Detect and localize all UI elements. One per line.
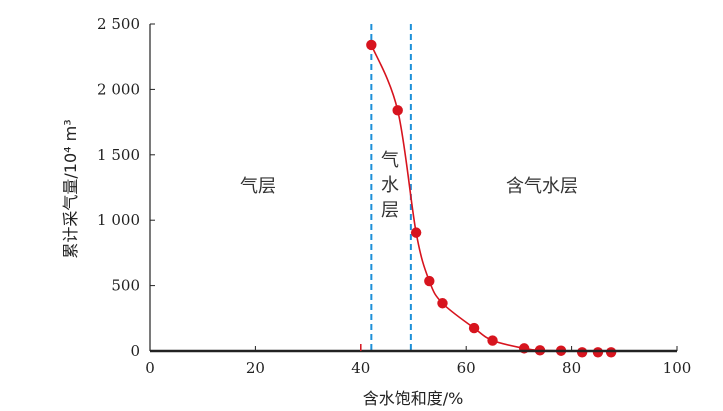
region-label-gas-layer: 气层 xyxy=(240,176,276,197)
x-tick-label: 20 xyxy=(246,359,265,377)
axes xyxy=(149,24,677,353)
y-axis-ticks: 0 500 1 000 1 500 2 000 2 500 xyxy=(97,15,155,360)
fit-curve xyxy=(370,44,612,352)
y-tick-label: 1 500 xyxy=(97,146,140,164)
x-tick-label: 60 xyxy=(457,359,476,377)
data-point xyxy=(576,347,588,358)
data-point xyxy=(392,105,403,116)
x-axis-title: 含水饱和度/% xyxy=(363,389,464,408)
x-tick-label: 100 xyxy=(663,359,692,377)
data-point xyxy=(605,347,617,358)
region-label-gas-water-1: 气 xyxy=(381,150,399,171)
data-point xyxy=(468,322,480,334)
y-tick-label: 500 xyxy=(111,277,140,295)
y-tick-label: 2 000 xyxy=(97,80,140,98)
y-axis-title: 累计采气量/10⁴ m³ xyxy=(61,119,80,258)
x-axis-ticks: 0 20 40 60 80 100 xyxy=(145,344,691,377)
data-point xyxy=(366,39,377,51)
fit-curve-group xyxy=(370,44,612,352)
data-point xyxy=(437,298,448,309)
y-tick-label: 1 000 xyxy=(97,211,140,229)
region-label-gas-water-3: 层 xyxy=(381,200,399,221)
data-point xyxy=(592,347,604,358)
x-tick-label: 40 xyxy=(351,359,370,377)
y-tick-label: 0 xyxy=(130,342,140,360)
x-tick-label: 0 xyxy=(145,359,155,377)
data-points xyxy=(366,39,617,358)
data-point xyxy=(410,227,422,238)
region-label-gas-bearing-water-layer: 含气水层 xyxy=(506,176,578,197)
x-tick-label: 80 xyxy=(562,359,581,377)
data-point xyxy=(487,335,498,346)
boundary-lines xyxy=(370,24,412,351)
y-tick-label: 2 500 xyxy=(97,15,140,33)
data-point xyxy=(424,275,435,287)
region-label-gas-water-2: 水 xyxy=(381,175,399,196)
